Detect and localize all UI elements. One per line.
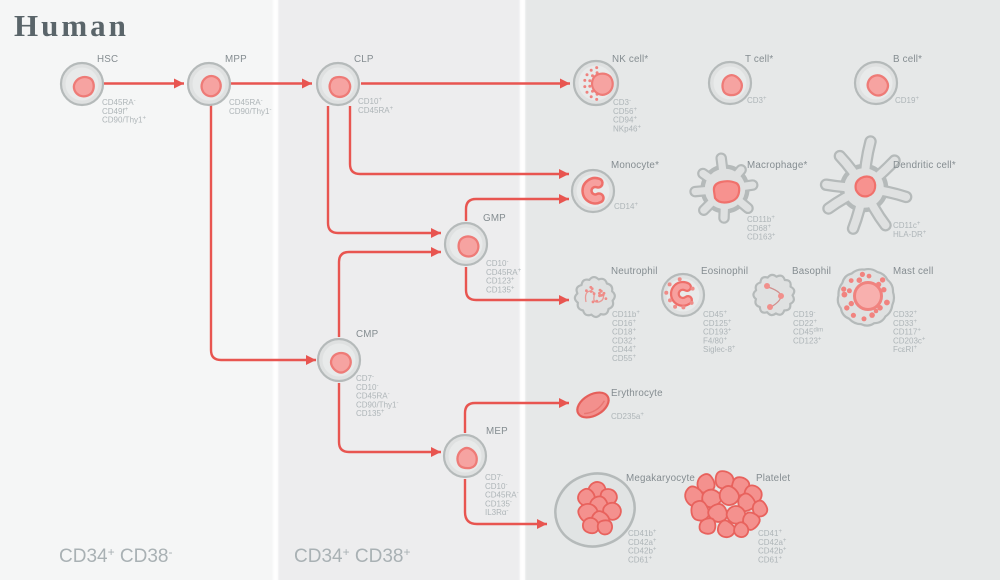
svg-text:CD45RA-: CD45RA- <box>356 392 390 401</box>
svg-text:CD45RA-: CD45RA- <box>485 491 519 500</box>
svg-text:CD7-: CD7- <box>485 473 503 482</box>
svg-text:CD34+ CD38+: CD34+ CD38+ <box>294 545 410 567</box>
svg-text:CD45RA-: CD45RA- <box>229 98 263 107</box>
svg-text:CD68+: CD68+ <box>747 224 771 233</box>
svg-text:HLA-DR+: HLA-DR+ <box>893 230 927 239</box>
svg-text:CD135+: CD135+ <box>356 409 385 418</box>
svg-text:CD193+: CD193+ <box>703 328 732 337</box>
svg-text:CD11b+: CD11b+ <box>747 215 775 224</box>
svg-text:CD135+: CD135+ <box>486 285 515 294</box>
svg-text:CD61+: CD61+ <box>628 555 652 564</box>
svg-text:CD11c+: CD11c+ <box>893 221 921 230</box>
svg-text:Dendritic cell*: Dendritic cell* <box>893 160 956 171</box>
svg-text:F4/80+: F4/80+ <box>703 336 727 345</box>
svg-text:Platelet: Platelet <box>756 473 790 484</box>
svg-text:CD22+: CD22+ <box>793 319 817 328</box>
svg-text:B cell*: B cell* <box>893 54 922 65</box>
svg-text:CD61+: CD61+ <box>758 555 782 564</box>
svg-text:CD45+: CD45+ <box>703 310 727 319</box>
svg-text:CD32+: CD32+ <box>612 336 636 345</box>
svg-text:CD163+: CD163+ <box>747 233 776 242</box>
svg-text:Megakaryocyte: Megakaryocyte <box>626 473 695 484</box>
svg-text:CD135-: CD135- <box>485 499 512 508</box>
svg-text:CD45RA-: CD45RA- <box>102 98 136 107</box>
svg-text:Erythrocyte: Erythrocyte <box>611 388 663 399</box>
svg-text:FcεRI+: FcεRI+ <box>893 345 917 354</box>
svg-text:CD18+: CD18+ <box>612 328 636 337</box>
svg-text:CD94+: CD94+ <box>613 116 637 125</box>
svg-text:CD34+ CD38-: CD34+ CD38- <box>59 545 172 567</box>
svg-text:CD56+: CD56+ <box>613 107 637 116</box>
svg-text:CD7-: CD7- <box>356 374 374 383</box>
svg-text:CD10+: CD10+ <box>358 97 382 106</box>
svg-text:CD235a+: CD235a+ <box>611 412 644 421</box>
svg-text:T cell*: T cell* <box>745 54 773 65</box>
svg-text:Mast cell: Mast cell <box>893 266 933 277</box>
svg-text:CD45RA+: CD45RA+ <box>486 268 522 277</box>
svg-text:CD3-: CD3- <box>613 98 631 107</box>
svg-text:CD10-: CD10- <box>486 259 508 268</box>
svg-text:CD49f+: CD49f+ <box>102 107 129 116</box>
svg-text:CD117+: CD117+ <box>893 328 921 337</box>
svg-text:Basophil: Basophil <box>792 266 831 277</box>
svg-text:CD45dim: CD45dim <box>793 328 823 337</box>
svg-text:Eosinophil: Eosinophil <box>701 266 748 277</box>
svg-text:CD16+: CD16+ <box>612 319 636 328</box>
svg-text:NK cell*: NK cell* <box>612 54 648 65</box>
svg-text:CD10-: CD10- <box>485 482 507 491</box>
svg-text:CD19-: CD19- <box>793 310 815 319</box>
svg-text:CLP: CLP <box>354 54 374 65</box>
svg-text:IL3Rα-: IL3Rα- <box>485 508 509 517</box>
svg-text:CD42a+: CD42a+ <box>628 538 657 547</box>
svg-text:CD41b+: CD41b+ <box>628 529 657 538</box>
svg-text:CD44+: CD44+ <box>612 345 636 354</box>
svg-text:CD42b+: CD42b+ <box>758 547 787 556</box>
svg-text:CD123+: CD123+ <box>793 336 822 345</box>
svg-text:CD42b+: CD42b+ <box>628 547 657 556</box>
svg-text:NKp46+: NKp46+ <box>613 124 641 133</box>
svg-text:Siglec-8+: Siglec-8+ <box>703 345 736 354</box>
svg-text:Macrophage*: Macrophage* <box>747 160 807 171</box>
svg-text:CD11b+: CD11b+ <box>612 310 640 319</box>
svg-text:CD41+: CD41+ <box>758 529 782 538</box>
svg-text:CD19+: CD19+ <box>895 96 919 105</box>
svg-text:MPP: MPP <box>225 54 247 65</box>
svg-text:CD14+: CD14+ <box>614 202 638 211</box>
svg-text:Monocyte*: Monocyte* <box>611 160 659 171</box>
svg-text:CD90/Thy1-: CD90/Thy1- <box>356 400 398 409</box>
svg-text:CD33+: CD33+ <box>893 319 917 328</box>
svg-text:CD123+: CD123+ <box>486 277 515 286</box>
svg-text:Human: Human <box>14 8 129 43</box>
svg-text:Neutrophil: Neutrophil <box>611 266 658 277</box>
svg-text:GMP: GMP <box>483 213 506 224</box>
svg-text:CD90/Thy1+: CD90/Thy1+ <box>102 116 146 125</box>
svg-text:CD10-: CD10- <box>356 383 378 392</box>
svg-text:CD42a+: CD42a+ <box>758 538 787 547</box>
svg-text:CD45RA+: CD45RA+ <box>358 106 394 115</box>
svg-text:CD203c+: CD203c+ <box>893 336 926 345</box>
svg-text:HSC: HSC <box>97 54 118 65</box>
svg-text:CD3+: CD3+ <box>747 96 767 105</box>
svg-text:CMP: CMP <box>356 329 379 340</box>
svg-text:CD32+: CD32+ <box>893 310 917 319</box>
svg-text:CD55+: CD55+ <box>612 354 636 363</box>
svg-text:CD125+: CD125+ <box>703 319 732 328</box>
svg-text:CD90/Thy1-: CD90/Thy1- <box>229 107 271 116</box>
svg-text:MEP: MEP <box>486 426 508 437</box>
